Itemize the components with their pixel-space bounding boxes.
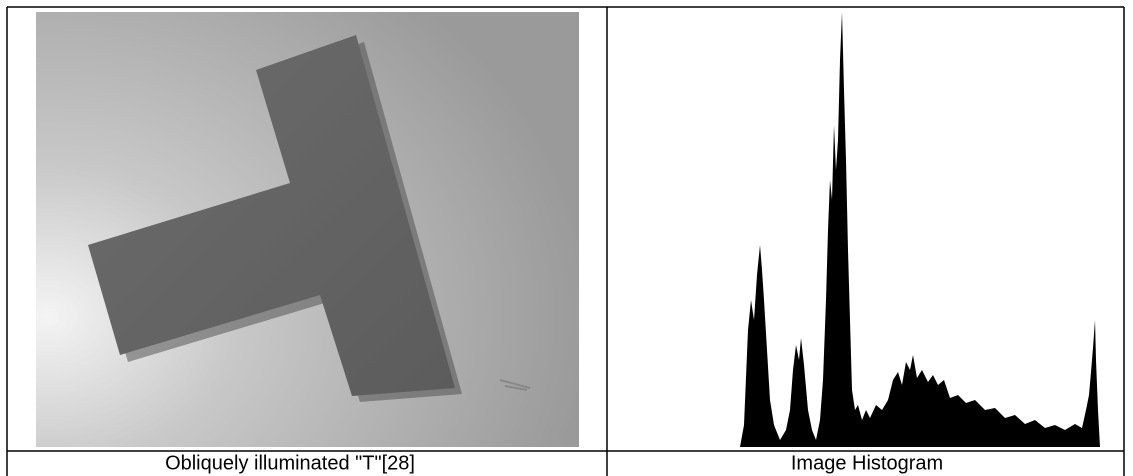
caption: Image Histogram [791,452,943,474]
caption: Obliquely illuminated "T"[28] [165,452,415,474]
histogram [740,12,1100,447]
photo [36,12,579,447]
figure-table: Obliquely illuminated "T"[28] Image Hist… [0,0,1133,476]
page: Obliquely illuminated "T"[28] Image Hist… [0,0,1133,476]
